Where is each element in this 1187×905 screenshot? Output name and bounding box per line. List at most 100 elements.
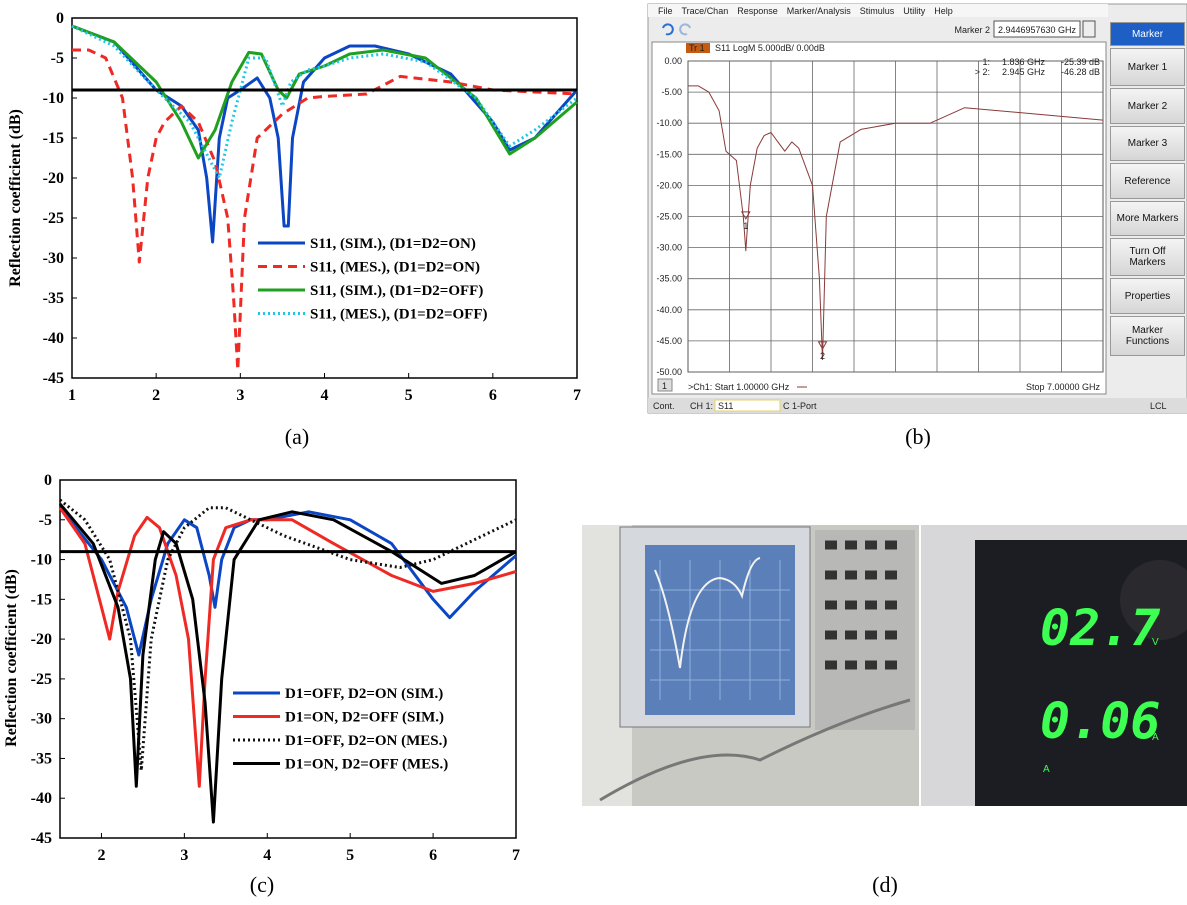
caption: (d) — [872, 872, 898, 897]
voltage-unit: V — [1152, 637, 1159, 648]
status-item: Cont. — [653, 401, 675, 411]
spinner — [1082, 20, 1096, 38]
menu-button[interactable]: Marker 2 — [1110, 88, 1185, 124]
x-tick-label: 6 — [429, 847, 437, 864]
menu-button[interactable]: More Markers — [1110, 201, 1185, 236]
series-line — [59, 498, 517, 772]
start-frequency: >Ch1: Start 1.00000 GHz — [688, 382, 790, 392]
y-tick-label: 0 — [56, 10, 64, 27]
legend-label: D1=ON, D2=OFF (MES.) — [285, 757, 448, 773]
trace-tag: Tr 1 — [689, 43, 705, 53]
screen-trace — [654, 557, 761, 669]
status-item: LCL — [1150, 401, 1167, 411]
marker-field — [993, 20, 1081, 38]
menu-item[interactable]: Utility — [903, 6, 925, 16]
marker-readout-frequency: 2.945 GHz — [1002, 67, 1046, 77]
status-bar — [648, 398, 1187, 413]
x-tick-label: 3 — [236, 387, 244, 404]
x-tick-label: 2 — [97, 847, 105, 864]
y-tick-label: -15 — [43, 130, 64, 147]
series-line — [71, 24, 578, 180]
legend-label: S11, (MES.), (D1=D2=ON) — [310, 260, 480, 276]
series-line — [688, 85, 1104, 361]
x-tick-label: 5 — [346, 847, 354, 864]
menu-button[interactable]: Marker Functions — [1110, 316, 1185, 356]
legend-label: D1=OFF, D2=ON (MES.) — [285, 733, 447, 749]
current-unit: A — [1152, 732, 1159, 743]
marker-field-value: 2.9446957630 GHz — [998, 25, 1077, 35]
status-item: CH 1: — [690, 401, 713, 411]
y-tick-label: -35.00 — [656, 274, 682, 284]
caption: (c) — [250, 872, 274, 897]
menu-item[interactable]: File — [658, 6, 673, 16]
y-tick-label: -5 — [51, 50, 64, 67]
y-tick-label: -10.00 — [656, 118, 682, 128]
range-label: A — [1043, 764, 1050, 775]
y-tick-label: -5.00 — [661, 87, 682, 97]
marker-readout-level: -46.28 dB — [1061, 67, 1100, 77]
series-line — [58, 506, 517, 657]
y-tick-label: -30 — [43, 250, 64, 267]
menu-header[interactable]: Marker — [1110, 22, 1185, 46]
y-tick-label: -20 — [43, 170, 64, 187]
hand-shadow — [1120, 560, 1187, 640]
menu-button[interactable]: Turn Off Markers — [1110, 238, 1185, 276]
trace-info: S11 LogM 5.000dB/ 0.00dB — [715, 43, 825, 53]
y-tick-label: -40.00 — [656, 305, 682, 315]
y-tick-label: -20 — [31, 631, 52, 648]
menu-item[interactable]: Marker/Analysis — [787, 6, 852, 16]
y-tick-label: -35 — [43, 290, 64, 307]
series-line — [71, 24, 578, 160]
keypad — [815, 530, 915, 730]
x-tick-label: 1 — [68, 387, 76, 404]
y-tick-label: -45 — [43, 370, 64, 387]
marker-label: 1 — [743, 221, 748, 231]
y-tick-label: -20.00 — [656, 180, 682, 190]
status-item: S11 — [718, 401, 733, 411]
menu-item[interactable]: Help — [934, 6, 953, 16]
y-tick-label: 0.00 — [664, 56, 682, 66]
plot-frame — [71, 17, 578, 379]
current-readout: 0.06 — [1040, 692, 1160, 750]
status-field — [714, 399, 781, 412]
menu-bar — [648, 4, 1108, 17]
menu-button[interactable]: Marker 1 — [1110, 48, 1185, 86]
x-tick-label: 4 — [263, 847, 271, 864]
y-tick-label: -10 — [43, 90, 64, 107]
voltage-readout: 02.7 — [1040, 599, 1160, 657]
marker-field-label: Marker 2 — [954, 25, 990, 35]
y-tick-label: -10 — [31, 552, 52, 569]
legend-label: D1=OFF, D2=ON (SIM.) — [285, 686, 443, 702]
menu-item[interactable]: Response — [737, 6, 778, 16]
menu-button[interactable]: Properties — [1110, 278, 1185, 314]
menu-button[interactable]: Marker 3 — [1110, 126, 1185, 161]
x-tick-label: 7 — [512, 847, 520, 864]
menu-item[interactable]: Stimulus — [860, 6, 895, 16]
legend-label: S11, (SIM.), (D1=D2=ON) — [310, 236, 476, 252]
keys — [825, 540, 897, 670]
y-tick-label: -40 — [43, 330, 64, 347]
y-tick-label: -25.00 — [656, 212, 682, 222]
marker-triangle — [817, 341, 828, 350]
y-tick-label: -35 — [31, 750, 52, 767]
x-tick-label: 5 — [405, 387, 413, 404]
status-item: C 1-Port — [783, 401, 817, 411]
menu-item[interactable]: Trace/Chan — [682, 6, 729, 16]
cable — [599, 698, 911, 802]
legend-label: D1=ON, D2=OFF (SIM.) — [285, 710, 444, 726]
y-tick-label: -30.00 — [656, 243, 682, 253]
menu-button[interactable]: Reference — [1110, 163, 1185, 199]
marker-label: 2 — [820, 351, 825, 361]
caption: (a) — [285, 424, 309, 449]
y-axis-label: Reflection coefficient (dB) — [3, 569, 20, 747]
y-tick-label: -25 — [31, 671, 52, 688]
series-line — [72, 48, 578, 372]
y-axis-label: Reflection coefficient (dB) — [7, 109, 24, 287]
legend-label: S11, (MES.), (D1=D2=OFF) — [310, 307, 488, 323]
x-tick-label: 7 — [573, 387, 581, 404]
undo-icon — [662, 23, 674, 36]
y-tick-label: -25 — [43, 210, 64, 227]
plot-frame — [59, 479, 517, 839]
